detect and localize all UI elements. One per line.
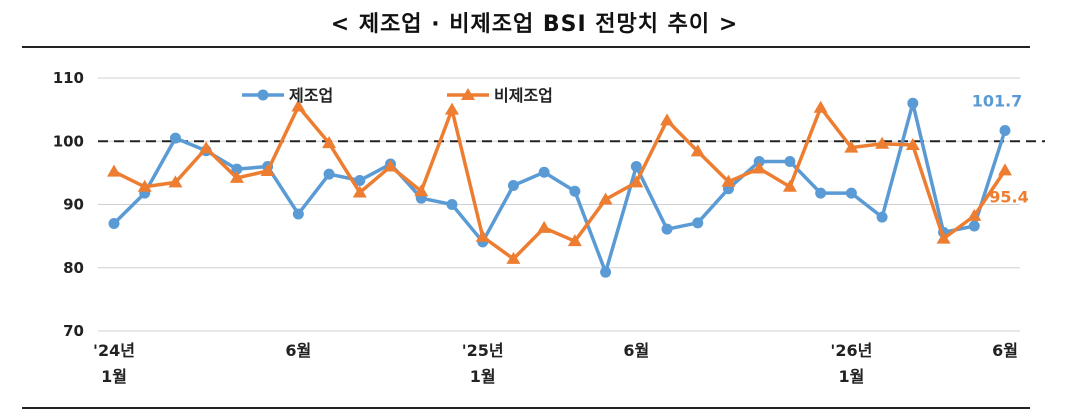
- x-tick-label: '26년: [830, 341, 872, 360]
- legend-manufacturing-label: 제조업: [289, 86, 333, 105]
- non-manufacturing-data-point: [444, 102, 459, 115]
- legend-manufacturing-marker: [257, 89, 269, 101]
- manufacturing-data-point: [692, 217, 704, 229]
- non-manufacturing-data-point: [844, 140, 859, 153]
- manufacturing-data-point: [661, 223, 673, 235]
- chart-title: < 제조업 · 비제조업 BSI 전망치 추이 >: [330, 12, 739, 37]
- non-manufacturing-data-point: [383, 159, 398, 172]
- non-manufacturing-data-point: [567, 234, 582, 247]
- manufacturing-data-point: [507, 180, 519, 192]
- manufacturing-data-point: [630, 161, 642, 173]
- legend-non-manufacturing-marker: [461, 88, 475, 100]
- x-tick-label: 1월: [101, 367, 127, 386]
- x-tick-label: 6월: [992, 341, 1018, 360]
- manufacturing-data-point: [231, 163, 243, 175]
- non-manufacturing-data-point: [629, 175, 644, 188]
- y-tick-label: 100: [53, 132, 84, 150]
- x-tick-label: 6월: [623, 341, 649, 360]
- non-manufacturing-data-point: [199, 141, 214, 154]
- manufacturing-data-point: [354, 174, 366, 186]
- bottom-rule: [22, 407, 1030, 409]
- manufacturing-data-point: [907, 97, 919, 109]
- non-manufacturing-data-point: [598, 192, 613, 205]
- non-manufacturing-data-point: [137, 179, 152, 192]
- manufacturing-data-point: [569, 185, 581, 197]
- non-manufacturing-data-point: [875, 136, 890, 149]
- non-manufacturing-data-point: [998, 163, 1012, 176]
- non-manufacturing-end-label: 95.4: [989, 187, 1028, 206]
- non-manufacturing-data-point: [660, 113, 675, 126]
- manufacturing-data-point: [968, 220, 980, 232]
- non-manufacturing-data-point: [782, 179, 797, 192]
- manufacturing-data-point: [999, 124, 1011, 136]
- non-manufacturing-data-point: [721, 174, 736, 187]
- x-tick-label: 1월: [470, 367, 496, 386]
- non-manufacturing-data-point: [260, 163, 275, 176]
- manufacturing-data-point: [845, 187, 857, 199]
- non-manufacturing-data-point: [813, 100, 828, 113]
- manufacturing-data-point: [108, 217, 120, 229]
- x-tick-label: '24년: [93, 341, 135, 360]
- non-manufacturing-data-point: [291, 99, 306, 112]
- manufacturing-series-line: [112, 101, 1007, 274]
- non-manufacturing-data-point: [414, 184, 429, 197]
- non-manufacturing-data-point: [506, 251, 521, 264]
- y-tick-label: 90: [63, 196, 84, 214]
- non-manufacturing-data-point: [352, 185, 367, 198]
- non-manufacturing-data-point: [322, 136, 337, 149]
- y-tick-label: 70: [63, 322, 84, 340]
- manufacturing-data-point: [169, 132, 181, 144]
- manufacturing-data-point: [784, 155, 796, 167]
- non-manufacturing-data-point: [690, 144, 705, 157]
- manufacturing-data-point: [446, 199, 458, 210]
- manufacturing-data-point: [876, 211, 888, 223]
- non-manufacturing-series-line: [113, 104, 1007, 261]
- y-tick-label: 110: [53, 69, 84, 87]
- non-manufacturing-data-point: [107, 164, 121, 177]
- non-manufacturing-data-point: [936, 231, 951, 244]
- non-manufacturing-data-point: [537, 220, 552, 233]
- top-rule: [22, 46, 1030, 48]
- non-manufacturing-data-point: [752, 161, 767, 174]
- legend-non-manufacturing-label: 비제조업: [494, 86, 553, 105]
- manufacturing-data-point: [292, 208, 304, 220]
- manufacturing-data-point: [323, 168, 335, 180]
- non-manufacturing-data-point: [475, 229, 490, 242]
- non-manufacturing-data-point: [967, 208, 982, 221]
- x-tick-label: 6월: [285, 341, 311, 360]
- y-tick-label: 80: [63, 259, 84, 277]
- manufacturing-data-point: [815, 187, 827, 199]
- manufacturing-end-label: 101.7: [972, 91, 1023, 110]
- non-manufacturing-data-point: [229, 170, 244, 183]
- non-manufacturing-data-point: [905, 138, 920, 151]
- x-tick-label: '25년: [462, 341, 504, 360]
- manufacturing-data-point: [538, 166, 550, 178]
- manufacturing-data-point: [600, 266, 612, 278]
- non-manufacturing-data-point: [168, 175, 183, 188]
- x-tick-label: 1월: [838, 367, 864, 386]
